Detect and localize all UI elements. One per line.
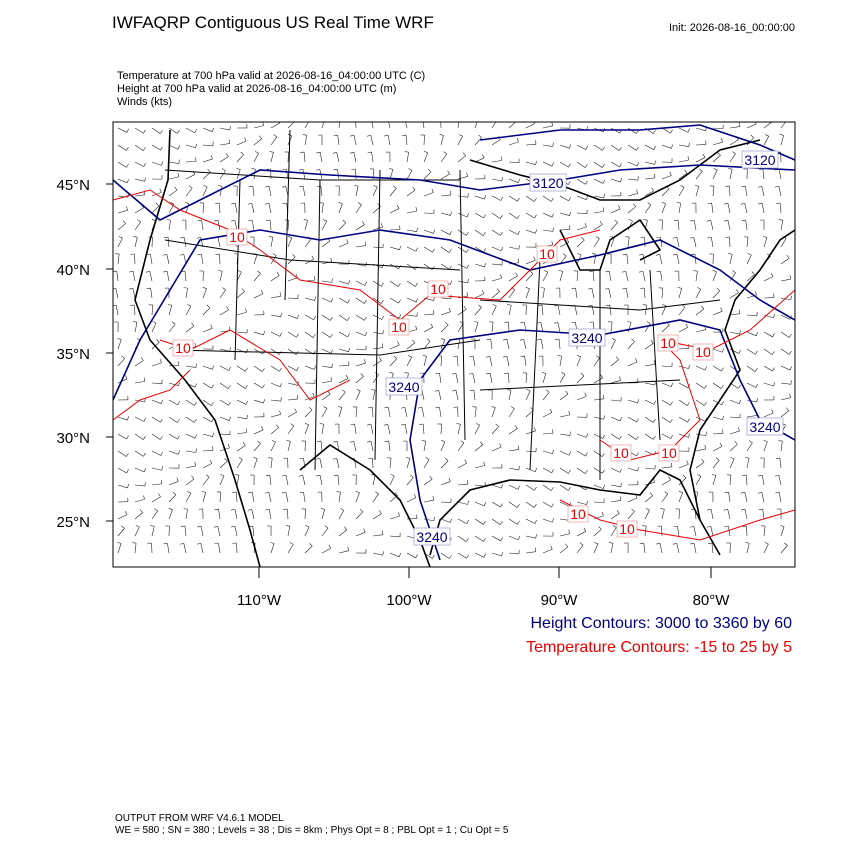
lon-label: 80°W (693, 592, 731, 609)
lat-label: 30°N (56, 430, 90, 447)
height-contour-label: 3240 (749, 419, 780, 435)
temperature-contour-label: 10 (430, 281, 446, 297)
temperature-contour-label: 10 (619, 521, 635, 537)
temperature-contour-label: 10 (613, 445, 629, 461)
lat-label: 40°N (56, 262, 90, 279)
temperature-contour-label: 10 (539, 246, 555, 262)
subtitle: Temperature at 700 hPa valid at 2026-08-… (117, 70, 425, 82)
init-time: Init: 2026-08-16_00:00:00 (669, 22, 795, 34)
lon-label: 90°W (541, 592, 579, 609)
temperature-contour-label: 10 (175, 340, 191, 356)
lat-label: 45°N (56, 177, 90, 194)
footer: WE = 580 ; SN = 380 ; Levels = 38 ; Dis … (115, 825, 509, 836)
height-contour-label: 3240 (416, 529, 447, 545)
title: IWFAQRP Contiguous US Real Time WRF (112, 13, 434, 32)
lat-label: 25°N (56, 514, 90, 531)
temperature-contour-label: 10 (391, 319, 407, 335)
subtitle: Winds (kts) (117, 96, 172, 108)
legend-temperature: Temperature Contours: -15 to 25 by 5 (526, 639, 792, 656)
height-contour-label: 3120 (744, 152, 775, 168)
footer: OUTPUT FROM WRF V4.6.1 MODEL (115, 813, 284, 824)
height-contour-label: 3240 (388, 379, 419, 395)
legend-height: Height Contours: 3000 to 3360 by 60 (530, 615, 792, 632)
lon-label: 110°W (237, 592, 282, 609)
height-contour-label: 3120 (532, 175, 563, 191)
temperature-contour-label: 10 (661, 445, 677, 461)
lat-label: 35°N (56, 346, 90, 363)
subtitle: Height at 700 hPa valid at 2026-08-16_04… (117, 83, 396, 95)
temperature-contour-label: 10 (660, 335, 676, 351)
temperature-contour-label: 10 (229, 229, 245, 245)
height-contour-label: 3240 (571, 330, 602, 346)
temperature-contour-label: 10 (695, 344, 711, 360)
temperature-contour-label: 10 (570, 506, 586, 522)
lon-label: 100°W (386, 592, 432, 609)
